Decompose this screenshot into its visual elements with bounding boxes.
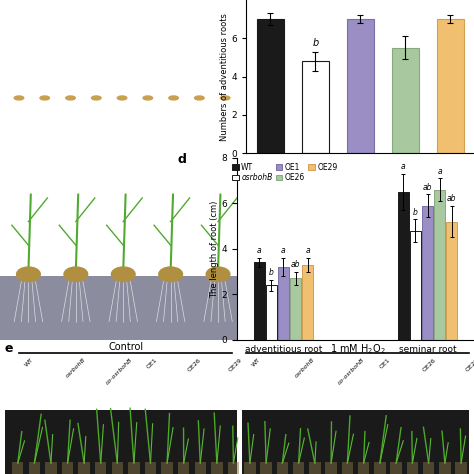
Bar <box>111 462 123 474</box>
Ellipse shape <box>111 267 135 282</box>
Bar <box>358 462 369 474</box>
Bar <box>28 462 40 474</box>
Ellipse shape <box>40 96 49 100</box>
Bar <box>398 192 409 340</box>
Text: ab: ab <box>423 182 432 191</box>
Bar <box>145 462 156 474</box>
Text: ab: ab <box>291 260 301 269</box>
Text: osrbohB: osrbohB <box>294 357 316 379</box>
Text: Control: Control <box>108 342 143 352</box>
Text: OE29: OE29 <box>465 357 474 373</box>
Bar <box>446 221 457 340</box>
Ellipse shape <box>220 96 230 100</box>
Bar <box>456 462 467 474</box>
Bar <box>0 276 237 340</box>
Bar <box>254 263 265 340</box>
Bar <box>277 462 288 474</box>
Bar <box>161 462 173 474</box>
Bar <box>228 462 239 474</box>
Text: a: a <box>401 162 406 171</box>
Text: a: a <box>7 8 16 21</box>
Text: osrbohB: osrbohB <box>64 357 86 379</box>
Bar <box>302 265 313 340</box>
Text: OE1: OE1 <box>146 357 158 370</box>
Bar <box>62 462 73 474</box>
Ellipse shape <box>17 267 40 282</box>
Bar <box>422 206 433 340</box>
Text: b: b <box>413 208 418 217</box>
Bar <box>309 462 320 474</box>
Ellipse shape <box>143 96 153 100</box>
Text: OE1: OE1 <box>379 357 392 370</box>
Text: osrbohB: osrbohB <box>62 164 90 169</box>
Bar <box>374 462 385 474</box>
Bar <box>293 462 304 474</box>
Text: co-osrbohB: co-osrbohB <box>105 357 134 386</box>
Text: d: d <box>178 153 187 165</box>
Text: OE26: OE26 <box>187 357 202 373</box>
Bar <box>410 231 421 340</box>
Text: OE26: OE26 <box>422 357 437 373</box>
Bar <box>78 462 90 474</box>
Text: b: b <box>269 268 274 277</box>
Bar <box>347 19 374 153</box>
Ellipse shape <box>206 267 230 282</box>
Text: a: a <box>281 246 286 255</box>
Bar <box>266 285 277 340</box>
Text: WT: WT <box>24 357 34 368</box>
Bar <box>242 410 469 474</box>
Ellipse shape <box>159 267 182 282</box>
Ellipse shape <box>66 96 75 100</box>
Text: co-osrbohB: co-osrbohB <box>337 357 365 386</box>
Ellipse shape <box>169 96 178 100</box>
Text: OE29: OE29 <box>228 357 243 373</box>
Text: e: e <box>5 342 13 356</box>
Text: a: a <box>438 167 442 176</box>
Bar <box>392 48 419 153</box>
Ellipse shape <box>14 96 24 100</box>
Text: a: a <box>305 246 310 255</box>
Text: WT: WT <box>251 357 262 368</box>
Bar <box>342 462 353 474</box>
Y-axis label: Numbers of adventitious roots: Numbers of adventitious roots <box>220 13 229 141</box>
Legend: WT, osrbohB, OE1, OE26, OE29: WT, osrbohB, OE1, OE26, OE29 <box>229 160 340 185</box>
Bar <box>407 462 418 474</box>
Bar <box>128 462 140 474</box>
Bar <box>211 462 223 474</box>
Text: b: b <box>312 38 319 48</box>
Bar <box>178 462 189 474</box>
Text: ab: ab <box>447 194 456 203</box>
Text: WT: WT <box>23 164 34 169</box>
Ellipse shape <box>64 267 88 282</box>
Bar <box>5 410 237 474</box>
Text: a: a <box>257 246 262 255</box>
Bar <box>391 462 402 474</box>
Bar <box>46 462 57 474</box>
Ellipse shape <box>195 96 204 100</box>
Bar <box>194 462 206 474</box>
Bar <box>257 19 284 153</box>
Bar <box>302 61 329 153</box>
Bar <box>260 462 272 474</box>
Text: 1 mM H$_2$O$_2$: 1 mM H$_2$O$_2$ <box>330 342 386 356</box>
Bar <box>437 19 464 153</box>
Bar <box>423 462 434 474</box>
Text: b: b <box>7 162 16 174</box>
Y-axis label: The length of root (cm): The length of root (cm) <box>210 200 219 298</box>
Ellipse shape <box>91 96 101 100</box>
Bar <box>244 462 255 474</box>
Bar <box>434 190 445 340</box>
Bar <box>12 462 23 474</box>
Bar <box>95 462 106 474</box>
Bar <box>290 278 301 340</box>
Bar <box>278 267 289 340</box>
Text: OE1: OE1 <box>116 164 130 169</box>
Bar <box>439 462 451 474</box>
Text: OE29: OE29 <box>209 164 228 169</box>
Bar <box>326 462 337 474</box>
Text: OE26: OE26 <box>161 164 180 169</box>
Ellipse shape <box>117 96 127 100</box>
